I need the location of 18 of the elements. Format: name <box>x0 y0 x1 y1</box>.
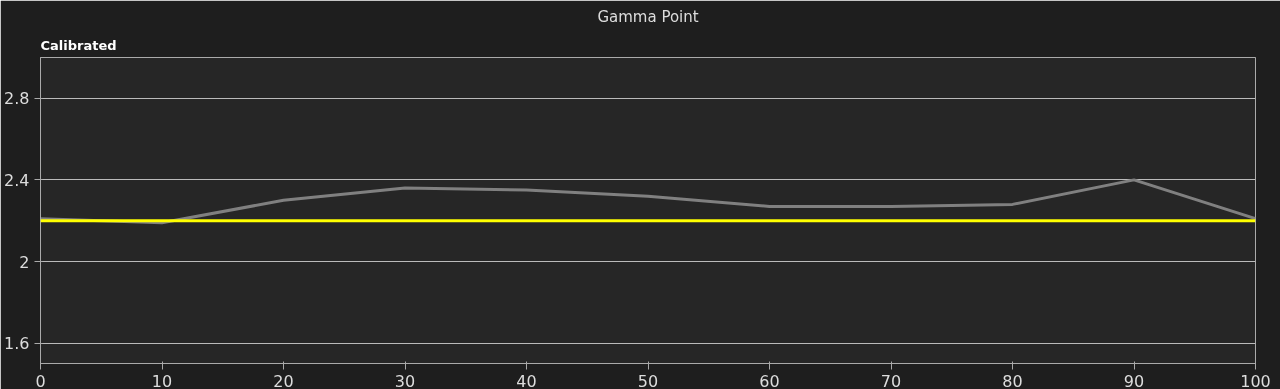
x-tick-label: 30 <box>394 371 416 389</box>
y-tick-label: 2 <box>19 252 30 272</box>
x-tick-label: 50 <box>637 371 659 389</box>
x-tick-label: 10 <box>151 371 173 389</box>
x-tick-label: 90 <box>1123 371 1145 389</box>
x-tick-label: 80 <box>1002 371 1023 389</box>
x-tick-label: 100 <box>1240 371 1271 389</box>
text: Calibrated <box>40 37 117 53</box>
y-tick-label: 2.8 <box>4 89 30 109</box>
x-tick-label: 70 <box>880 371 902 389</box>
x-tick-label: 40 <box>516 371 537 389</box>
y-tick-label: 1.6 <box>4 334 30 354</box>
chart-title: Gamma Point <box>597 7 699 26</box>
x-tick-label: 60 <box>759 371 780 389</box>
x-tick-label: 20 <box>273 371 294 389</box>
line-series <box>40 178 1256 225</box>
x-tick-label: 0 <box>35 371 46 389</box>
y-tick-label: 2.4 <box>4 170 30 190</box>
